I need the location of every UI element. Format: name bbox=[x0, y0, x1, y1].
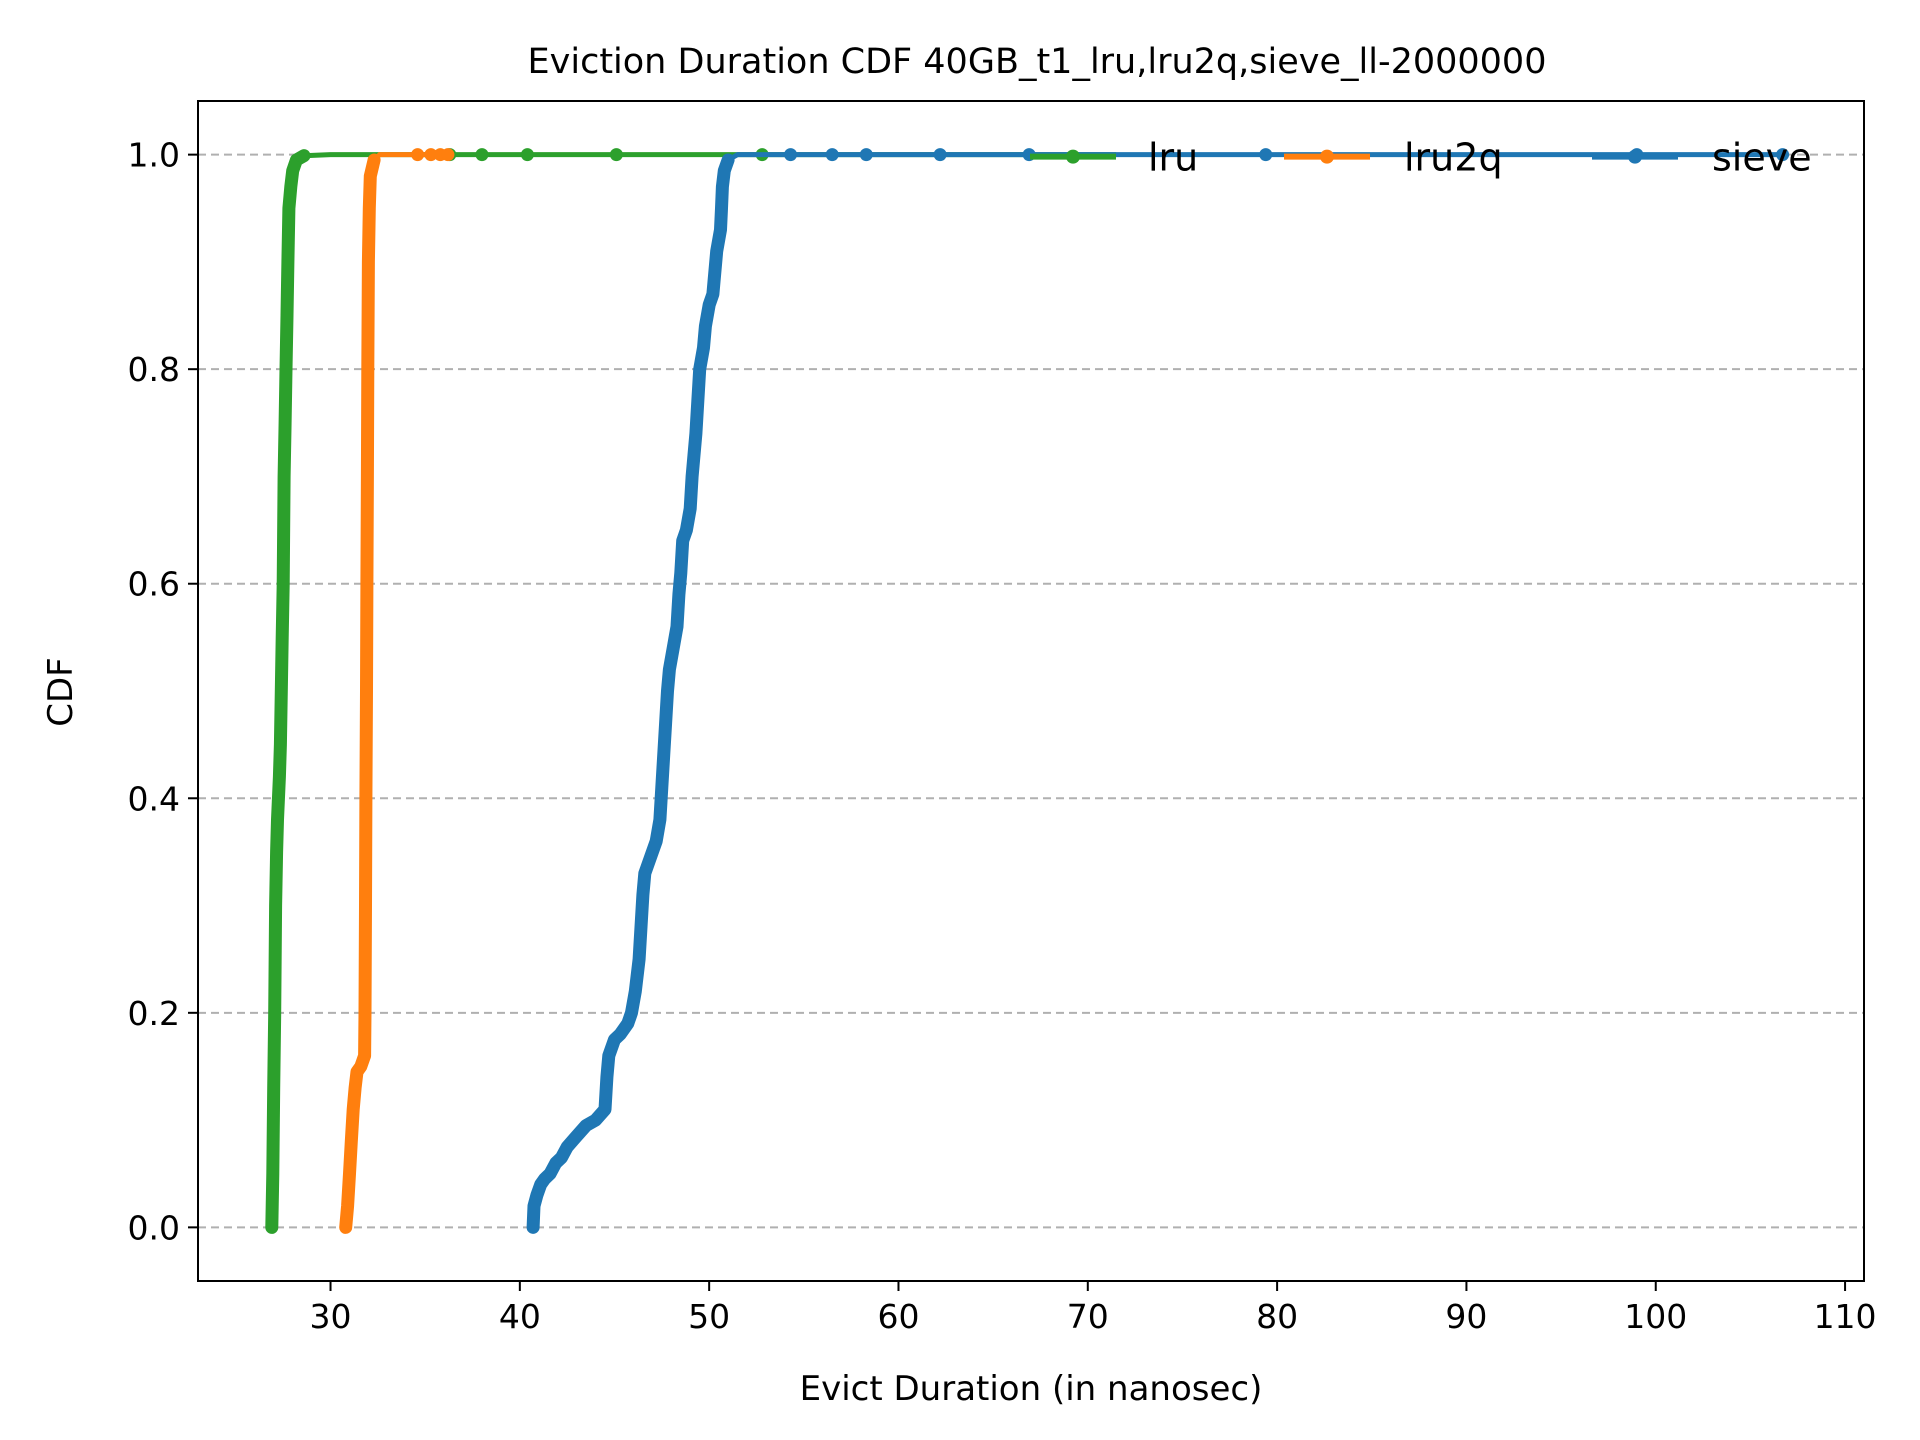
data-point-sieve bbox=[933, 148, 947, 162]
data-point-lru2q bbox=[411, 148, 425, 162]
series-sieve bbox=[526, 148, 1790, 1234]
x-axis-title: Evict Duration (in nanosec) bbox=[800, 1369, 1263, 1409]
x-tick-label: 30 bbox=[310, 1297, 352, 1336]
x-tick-label: 100 bbox=[1624, 1297, 1687, 1336]
y-tick-label: 0.2 bbox=[128, 994, 180, 1033]
series-tail-sieve bbox=[726, 152, 1783, 163]
series-layer bbox=[265, 148, 1790, 1234]
legend-label: lru bbox=[1148, 136, 1198, 180]
data-point-lru2q bbox=[441, 148, 455, 162]
x-tick-label: 80 bbox=[1256, 1297, 1298, 1336]
y-axis-title: CDF bbox=[41, 657, 81, 726]
x-tick-label: 90 bbox=[1445, 1297, 1487, 1336]
chart-title: Eviction Duration CDF 40GB_t1_lru,lru2q,… bbox=[528, 42, 1547, 82]
data-point-sieve bbox=[859, 148, 873, 162]
x-tick-label: 60 bbox=[877, 1297, 919, 1336]
grid-lines bbox=[198, 153, 1864, 1229]
data-point-sieve bbox=[1259, 148, 1273, 162]
data-point-lru bbox=[520, 148, 534, 162]
data-point-lru2q bbox=[424, 148, 438, 162]
plot-frame bbox=[197, 100, 1865, 1282]
legend-marker bbox=[1320, 149, 1334, 164]
y-axis: 0.0 0.2 0.4 0.6 0.8 1.0 bbox=[128, 136, 198, 1247]
legend: lru lru2q sieve bbox=[1030, 136, 1812, 180]
y-tick-label: 0.0 bbox=[128, 1208, 180, 1247]
legend-label: lru2q bbox=[1404, 136, 1503, 180]
data-point-sieve bbox=[784, 148, 798, 162]
x-tick-label: 40 bbox=[499, 1297, 541, 1336]
legend-label: sieve bbox=[1712, 136, 1812, 180]
y-tick-label: 0.6 bbox=[128, 565, 180, 604]
series-lru2q bbox=[339, 148, 455, 1234]
x-tick-label: 70 bbox=[1067, 1297, 1109, 1336]
data-point-lru bbox=[475, 148, 489, 162]
legend-item-lru: lru bbox=[1030, 136, 1198, 180]
series-line-lru bbox=[265, 149, 311, 1234]
series-line-lru2q bbox=[339, 153, 381, 1234]
x-tick-label: 50 bbox=[688, 1297, 730, 1336]
y-tick-label: 1.0 bbox=[128, 136, 180, 175]
series-line-sieve bbox=[526, 153, 735, 1234]
data-point-sieve bbox=[1776, 148, 1790, 162]
legend-item-lru2q: lru2q bbox=[1284, 136, 1503, 180]
series-lru bbox=[265, 148, 1117, 1234]
legend-marker bbox=[1066, 149, 1080, 164]
data-point-lru bbox=[609, 148, 623, 162]
data-point-sieve bbox=[825, 148, 839, 162]
y-tick-label: 0.4 bbox=[128, 779, 180, 818]
y-tick-label: 0.8 bbox=[128, 350, 180, 389]
x-axis: 30 40 50 60 70 80 90 100 110 bbox=[310, 1281, 1877, 1336]
x-tick-label: 110 bbox=[1814, 1297, 1877, 1336]
legend-item-sieve: sieve bbox=[1592, 136, 1812, 180]
legend-marker bbox=[1628, 149, 1642, 164]
